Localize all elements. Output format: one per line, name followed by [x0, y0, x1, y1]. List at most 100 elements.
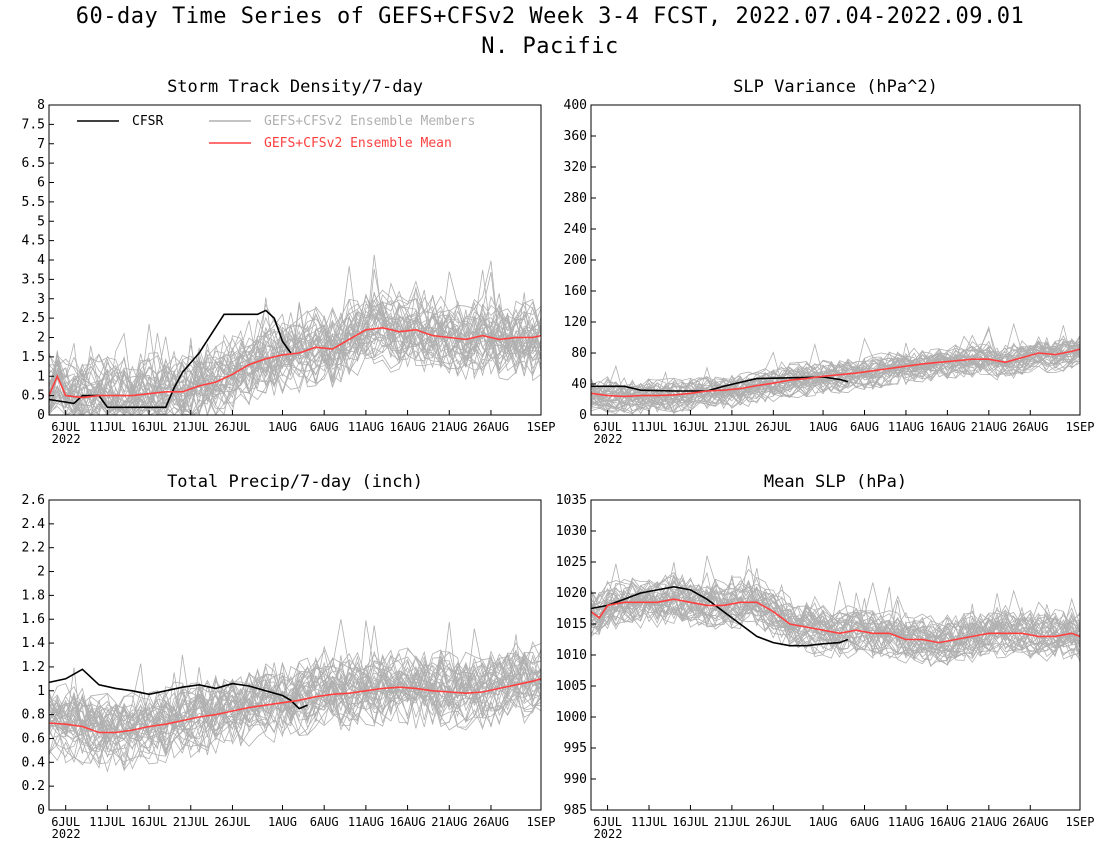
x-tick-label: 26JUL: [214, 815, 250, 829]
y-tick-label: 990: [564, 772, 587, 787]
panel-title: Storm Track Density/7-day: [167, 77, 423, 97]
y-tick-label: 1000: [556, 710, 587, 725]
ensemble-member-line: [590, 340, 1081, 400]
y-tick-label: 360: [564, 129, 587, 144]
cfsr-line: [48, 309, 292, 409]
y-tick-label: 1020: [556, 586, 587, 601]
x-tick-label: 21JUL: [173, 420, 209, 434]
x-tick-label: 26JUL: [755, 815, 791, 829]
x-tick-label: 26JUL: [755, 420, 791, 434]
y-tick-label: 40: [571, 377, 587, 392]
ensemble-member-line: [48, 287, 542, 411]
x-tick-label: 26AUG: [473, 815, 509, 829]
y-tick-label: 1.6: [22, 612, 45, 627]
x-year-label: 2022: [52, 827, 81, 841]
y-tick-label: 2.6: [22, 493, 45, 508]
x-tick-label: 1AUG: [268, 420, 297, 434]
x-tick-label: 11JUL: [89, 815, 125, 829]
y-tick-label: 200: [564, 253, 587, 268]
x-tick-label: 11AUG: [348, 815, 384, 829]
y-tick-label: 1030: [556, 524, 587, 539]
y-tick-label: 1.8: [22, 588, 45, 603]
ensemble-member-line: [48, 649, 542, 731]
y-tick-label: 80: [571, 346, 587, 361]
x-tick-label: 16JUL: [672, 420, 708, 434]
y-tick-label: 995: [564, 741, 587, 756]
plot-frame: [48, 499, 542, 811]
y-tick-label: 0: [37, 408, 45, 423]
x-tick-label: 6AUG: [850, 815, 879, 829]
region-title: N. Pacific: [481, 34, 619, 59]
ensemble-members: [48, 254, 542, 417]
y-tick-label: 280: [564, 191, 587, 206]
y-tick-label: 1.4: [22, 636, 46, 651]
y-tick-label: 400: [564, 98, 587, 113]
y-tick-label: 1: [37, 369, 45, 384]
ensemble-member-line: [590, 568, 1081, 635]
panel-title: SLP Variance (hPa^2): [733, 77, 938, 97]
ensemble-member-line: [590, 599, 1081, 658]
plot-frame: [590, 499, 1081, 811]
x-tick-label: 16AUG: [390, 815, 426, 829]
cfsr-line: [48, 668, 308, 710]
x-tick-label: 6AUG: [310, 815, 339, 829]
ensemble-member-line: [590, 342, 1081, 405]
x-tick-label: 1SEP: [527, 815, 556, 829]
x-tick-label: 21AUG: [971, 815, 1007, 829]
plot-frame: [48, 104, 542, 416]
ensemble-member-line: [48, 322, 542, 416]
panel-title: Total Precip/7-day (inch): [167, 472, 423, 492]
x-tick-label: 21JUL: [173, 815, 209, 829]
y-tick-label: 1035: [556, 493, 587, 508]
x-tick-label: 16AUG: [929, 420, 965, 434]
x-tick-label: 1AUG: [809, 420, 838, 434]
y-tick-label: 120: [564, 315, 587, 330]
x-tick-label: 16AUG: [929, 815, 965, 829]
ensemble-member-line: [590, 600, 1081, 661]
legend-label: GEFS+CFSv2 Ensemble Members: [264, 114, 475, 129]
x-tick-label: 21AUG: [971, 420, 1007, 434]
y-tick-label: 7.5: [22, 117, 45, 132]
y-tick-label: 1.2: [22, 660, 45, 675]
ensemble-mean-line: [590, 598, 1081, 644]
ensemble-member-line: [48, 269, 542, 399]
x-tick-label: 6AUG: [310, 420, 339, 434]
ensemble-member-line: [48, 293, 542, 409]
y-tick-label: 320: [564, 160, 587, 175]
ensemble-member-line: [590, 352, 1081, 415]
y-tick-label: 1005: [556, 679, 587, 694]
legend-label: CFSR: [132, 114, 163, 129]
y-tick-label: 0: [37, 803, 45, 818]
y-tick-label: 5.5: [22, 195, 45, 210]
ensemble-member-line: [48, 280, 542, 398]
ensemble-member-line: [590, 342, 1081, 399]
y-tick-label: 6.5: [22, 156, 45, 171]
x-tick-label: 6JUL: [593, 815, 622, 829]
ensemble-member-line: [590, 582, 1081, 647]
x-tick-label: 16JUL: [131, 815, 167, 829]
x-tick-label: 11AUG: [888, 815, 924, 829]
ensemble-member-line: [590, 578, 1081, 642]
x-tick-label: 21JUL: [714, 420, 750, 434]
ensemble-member-line: [48, 331, 542, 416]
x-tick-label: 21AUG: [431, 815, 467, 829]
y-tick-label: 0.8: [22, 708, 45, 723]
x-tick-label: 11AUG: [888, 420, 924, 434]
ensemble-member-line: [590, 581, 1081, 655]
ensemble-member-line: [48, 295, 542, 407]
ensemble-mean-line: [48, 678, 542, 734]
y-tick-label: 0.6: [22, 731, 45, 746]
x-tick-label: 16JUL: [131, 420, 167, 434]
x-year-label: 2022: [52, 432, 81, 446]
ensemble-member-line: [48, 667, 542, 752]
x-year-label: 2022: [594, 827, 623, 841]
cfsr-line: [591, 376, 849, 392]
ensemble-member-line: [48, 673, 542, 759]
ensemble-mean-line: [590, 348, 1081, 398]
x-tick-label: 26AUG: [1012, 420, 1048, 434]
y-tick-label: 160: [564, 284, 587, 299]
y-tick-label: 1015: [556, 617, 587, 632]
y-tick-label: 8: [37, 98, 45, 113]
